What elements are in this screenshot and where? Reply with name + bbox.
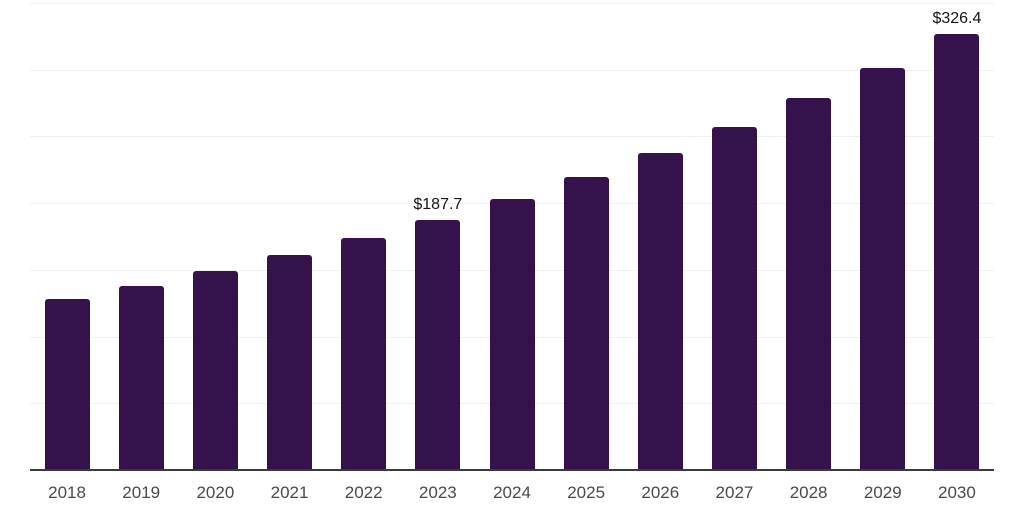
gridline: [30, 3, 994, 4]
bar-2030: [934, 34, 980, 470]
x-axis-line: [30, 469, 994, 471]
bar-2022: [341, 237, 387, 470]
x-tick-label-2021: 2021: [270, 483, 309, 502]
gridline: [30, 69, 994, 71]
x-tick-label-2029: 2029: [863, 483, 902, 502]
bar-value-label-2023: $187.7: [413, 195, 463, 213]
bar-2028: [786, 98, 832, 470]
bar-2024: [489, 199, 535, 470]
x-tick-label-2023: 2023: [418, 483, 457, 502]
x-tick-label-2027: 2027: [715, 483, 754, 502]
x-tick-label-2028: 2028: [789, 483, 828, 502]
bar-2021: [267, 254, 313, 470]
x-tick-label-2020: 2020: [196, 483, 235, 502]
bar-2018: [44, 299, 90, 470]
gridline: [30, 136, 994, 138]
bar-2029: [860, 67, 906, 470]
bar-2027: [711, 126, 757, 470]
x-tick-label-2024: 2024: [493, 483, 531, 502]
x-tick-label-2030: 2030: [938, 483, 976, 502]
x-tick-label-2018: 2018: [48, 483, 86, 502]
x-tick-label-2019: 2019: [122, 483, 161, 502]
bar-2020: [192, 270, 238, 470]
x-tick-label-2022: 2022: [344, 483, 383, 502]
bar-2026: [637, 152, 683, 470]
x-tick-label-2026: 2026: [641, 483, 680, 502]
bar-2019: [118, 285, 164, 470]
bar-2025: [563, 176, 609, 470]
bar-value-label-2030: $326.4: [932, 10, 982, 28]
bar-2023: [415, 219, 461, 470]
x-tick-label-2025: 2025: [567, 483, 606, 502]
